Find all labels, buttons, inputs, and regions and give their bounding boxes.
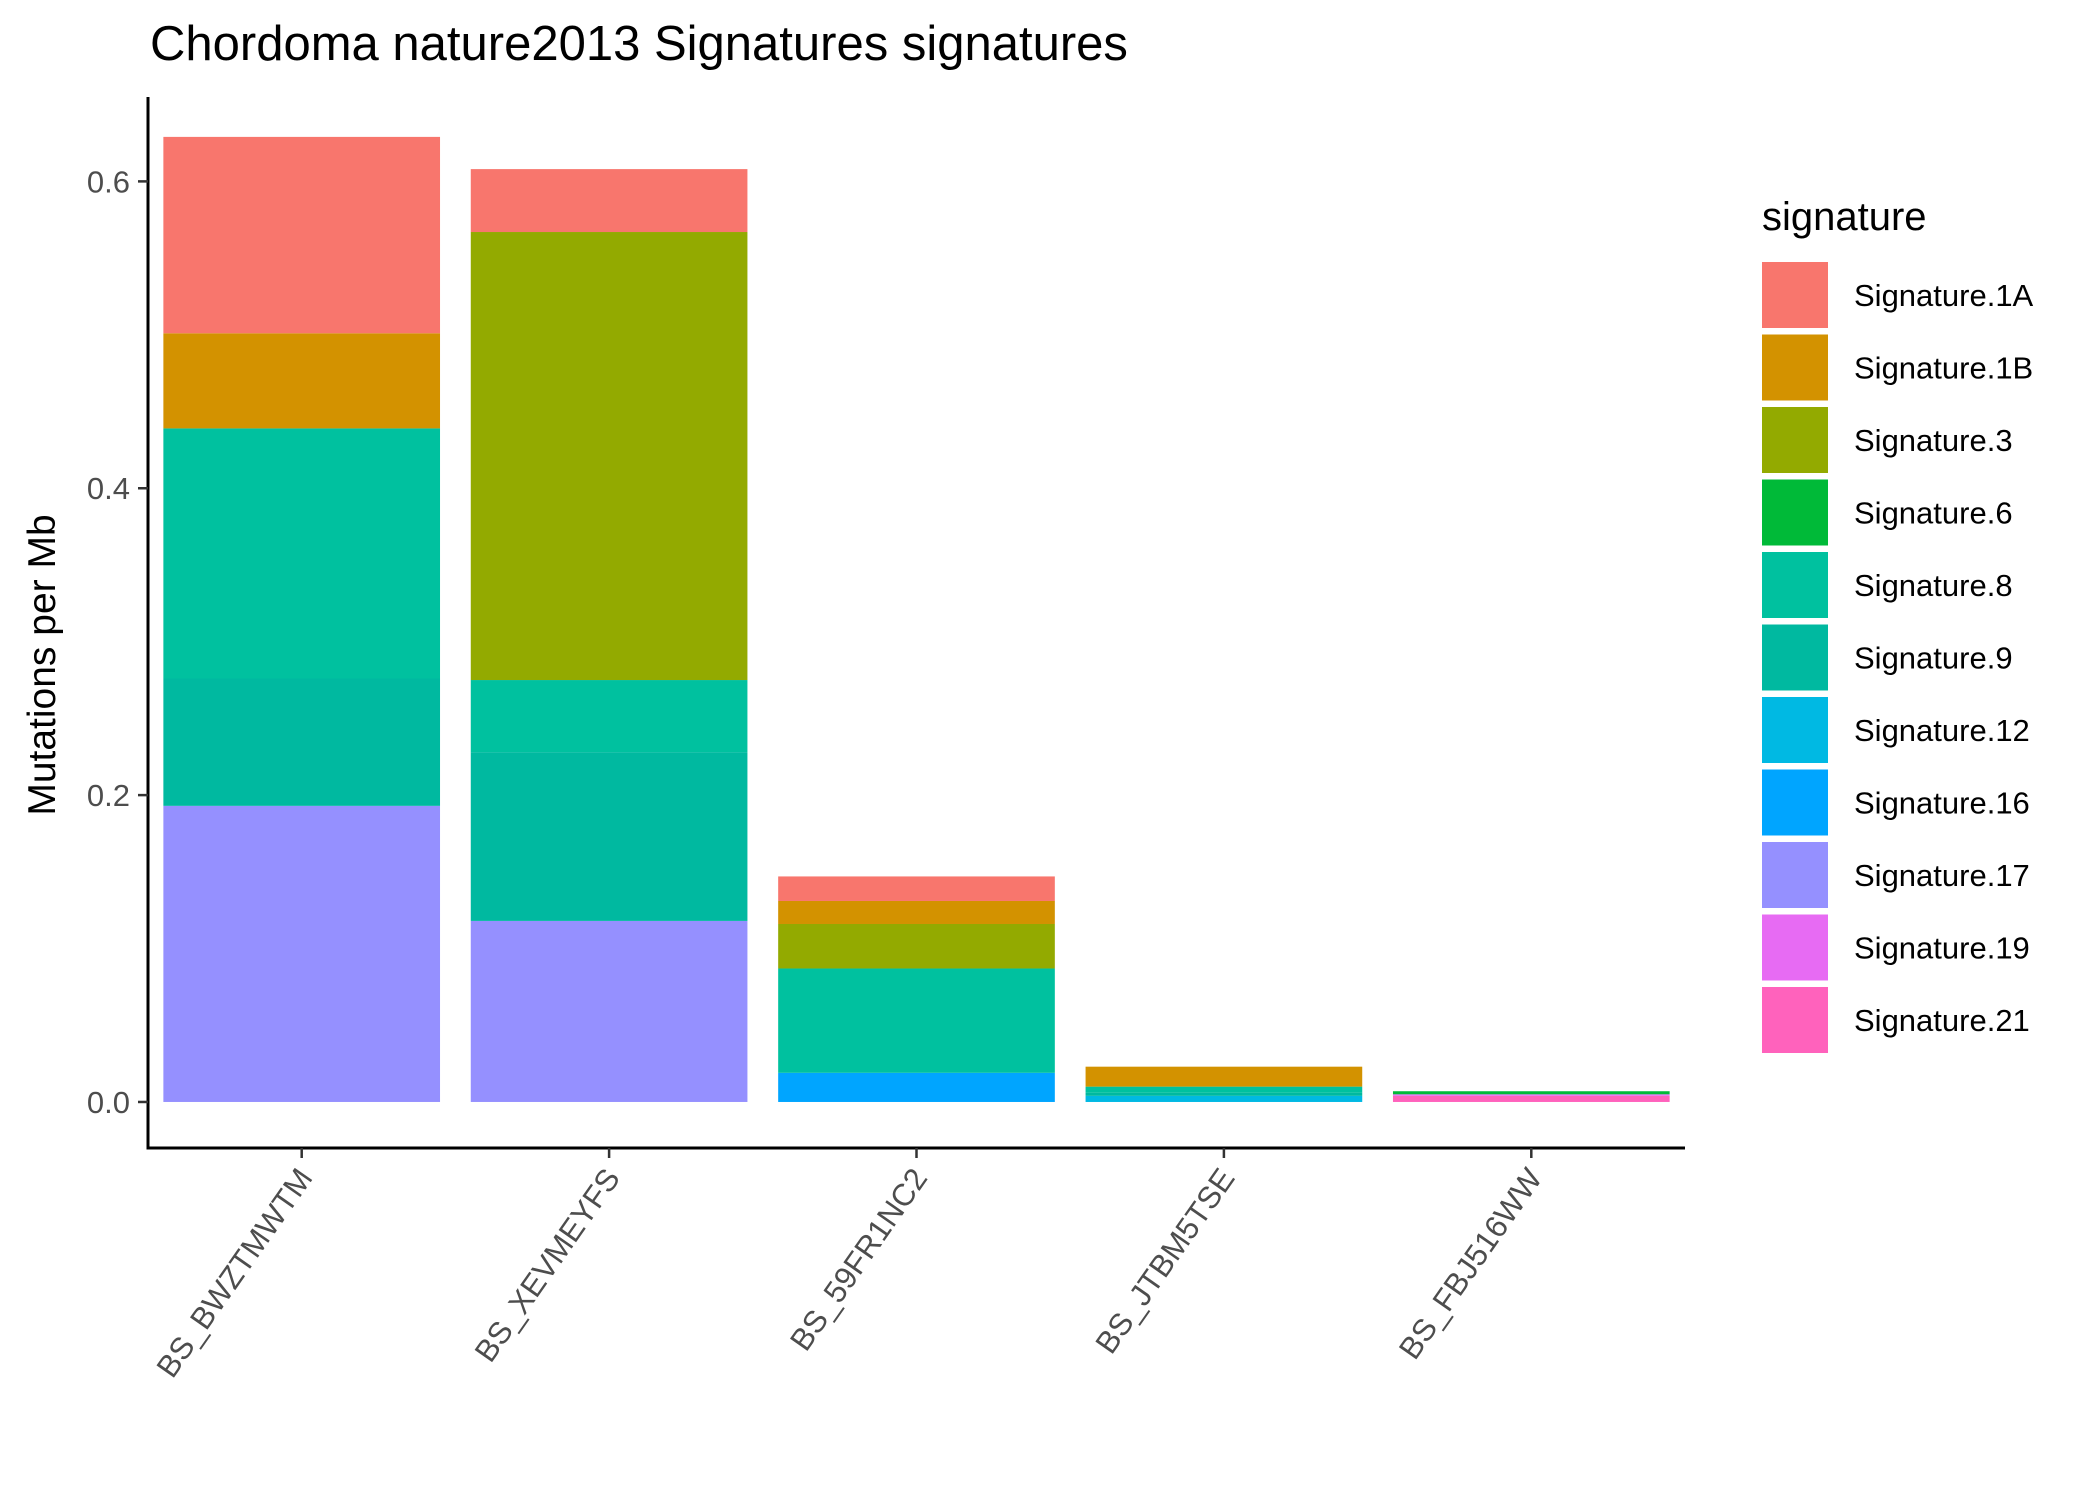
bar-segment — [778, 968, 1055, 1073]
bar-segment — [1085, 1086, 1363, 1093]
bar-segment — [1085, 1095, 1363, 1102]
bar-segment — [778, 900, 1055, 924]
x-tick-label: BS_XEVMEYFS — [468, 1162, 627, 1368]
legend-key — [1762, 407, 1828, 473]
bar-segment — [1085, 1092, 1363, 1096]
bar-segment — [163, 333, 441, 429]
legend-key — [1762, 624, 1828, 691]
bar-segment — [1392, 1095, 1670, 1102]
legend-key — [1762, 769, 1828, 836]
legend-key — [1762, 697, 1828, 763]
legend-key — [1762, 914, 1828, 981]
legend-label: Signature.1A — [1854, 278, 2034, 313]
chart-title: Chordoma nature2013 Signatures signature… — [150, 17, 1128, 71]
x-tick-label: BS_59FR1NC2 — [783, 1162, 934, 1357]
bar-segment — [778, 876, 1055, 901]
legend-label: Signature.8 — [1854, 568, 2013, 603]
legend-label: Signature.21 — [1854, 1003, 2030, 1038]
bar-segment — [470, 920, 748, 1102]
x-tick-label: BS_JTBM5TSE — [1088, 1162, 1241, 1360]
legend-title: signature — [1762, 195, 1927, 239]
legend-key — [1762, 334, 1828, 401]
legend-label: Signature.16 — [1854, 786, 2030, 821]
x-tick-label: BS_BWZTMWTM — [150, 1162, 320, 1384]
legend: signature Signature.1A Signature.1B Signat… — [1762, 195, 2034, 1053]
legend-key — [1762, 479, 1828, 546]
bar-segment — [163, 678, 441, 806]
bar-segment — [470, 680, 748, 753]
y-tick-label: 0.2 — [87, 778, 130, 813]
legend-label: Signature.19 — [1854, 931, 2030, 966]
y-tick-label: 0.0 — [87, 1085, 130, 1120]
bar-segment — [163, 136, 441, 334]
legend-key — [1762, 842, 1828, 908]
y-tick-label: 0.6 — [87, 164, 130, 199]
bar-segment — [1392, 1091, 1670, 1095]
bar-segment — [1085, 1066, 1363, 1087]
y-tick-label: 0.4 — [87, 471, 130, 506]
bar-segment — [163, 428, 441, 679]
y-axis-title: Mutations per Mb — [21, 514, 64, 815]
bar-segment — [163, 805, 441, 1102]
bars-layer — [163, 136, 1670, 1102]
bar-segment — [470, 232, 748, 681]
legend-key — [1762, 262, 1828, 328]
bar-segment — [778, 1072, 1055, 1102]
bar-segment — [778, 923, 1055, 969]
legend-key — [1762, 552, 1828, 618]
legend-label: Signature.3 — [1854, 423, 2013, 458]
x-tick-label: BS_FBJ516WW — [1392, 1161, 1550, 1365]
legend-key — [1762, 987, 1828, 1053]
bar-segment — [470, 752, 748, 921]
legend-label: Signature.17 — [1854, 858, 2030, 893]
legend-label: Signature.1B — [1854, 351, 2033, 386]
bar-segment — [470, 169, 748, 233]
legend-label: Signature.12 — [1854, 713, 2030, 748]
bar-segment — [1392, 1094, 1670, 1096]
legend-label: Signature.9 — [1854, 641, 2013, 676]
legend-label: Signature.6 — [1854, 496, 2013, 531]
